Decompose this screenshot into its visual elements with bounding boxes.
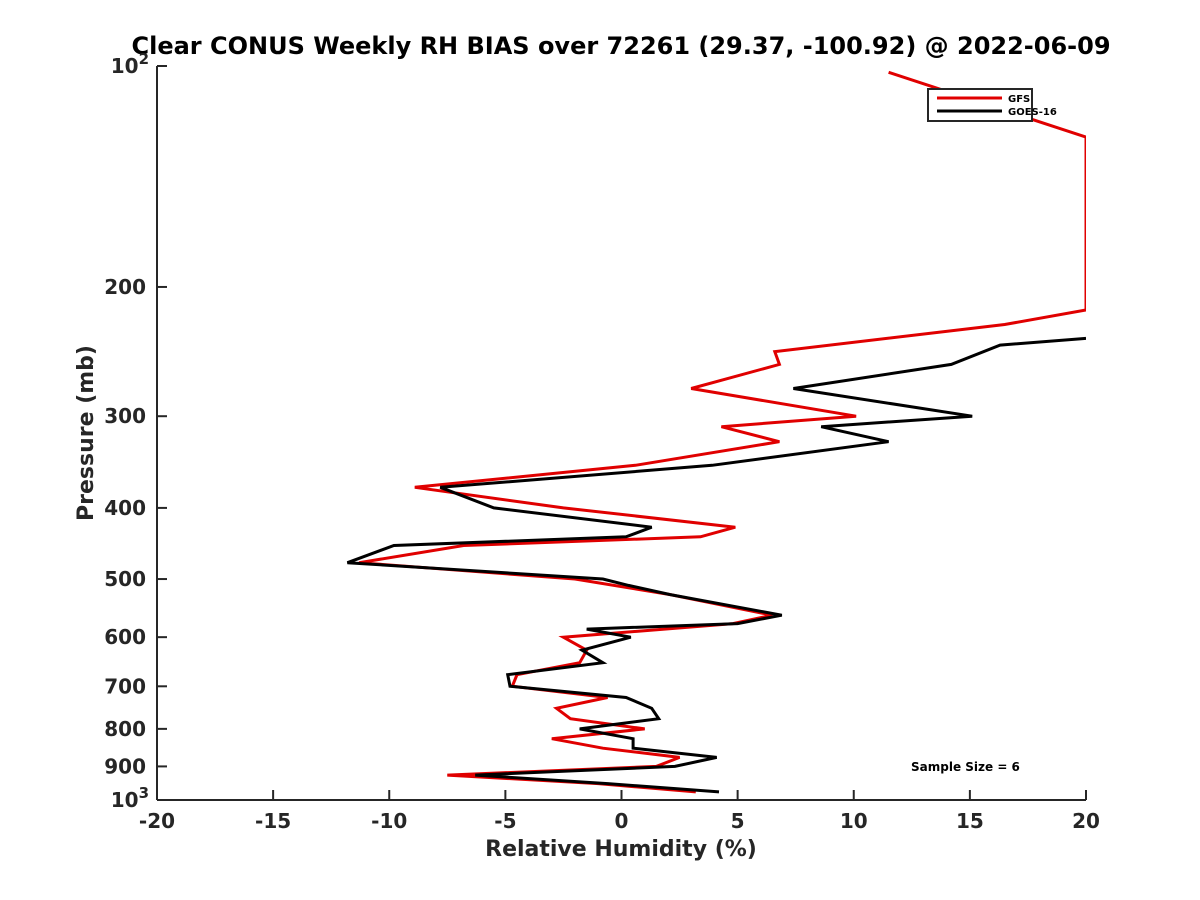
legend: GFS GOES-16	[927, 88, 1057, 122]
x-tick-label: 5	[731, 809, 745, 833]
x-axis-label: Relative Humidity (%)	[485, 837, 757, 862]
x-ticks: -20 -15 -10 -5 0 5 10 15 20	[139, 790, 1100, 833]
y-tick-label: 600	[104, 625, 146, 649]
legend-label: GFS	[1008, 94, 1030, 105]
plot-series	[346, 70, 1086, 794]
legend-box	[927, 88, 1033, 122]
y-tick-label: 800	[104, 717, 146, 741]
series-line-gfs	[358, 70, 1086, 794]
y-tick-label: 400	[104, 496, 146, 520]
x-tick-label: -20	[139, 809, 175, 833]
y-tick-label: 900	[104, 754, 146, 778]
x-tick-label: 20	[1072, 809, 1100, 833]
x-tick-label: -15	[255, 809, 291, 833]
x-tick-label: -10	[371, 809, 407, 833]
y-ticks: 102 200 300 400 500 600 700 800 900 103	[104, 50, 167, 812]
y-tick-label: 500	[104, 567, 146, 591]
x-tick-label: 15	[956, 809, 984, 833]
y-tick-label: 700	[104, 674, 146, 698]
chart-title: Clear CONUS Weekly RH BIAS over 72261 (2…	[131, 32, 1110, 60]
axes	[156, 66, 1086, 801]
series-line-goes-16	[346, 336, 1086, 794]
y-tick-label: 103	[111, 784, 149, 812]
x-tick-label: 0	[615, 809, 629, 833]
sample-size-annotation: Sample Size = 6	[911, 760, 1020, 774]
x-tick-label: -5	[494, 809, 516, 833]
y-tick-label: 102	[111, 50, 149, 78]
x-tick-label: 10	[840, 809, 868, 833]
y-axis-label: Pressure (mb)	[74, 345, 99, 521]
y-tick-label: 300	[104, 404, 146, 428]
y-tick-label: 200	[104, 275, 146, 299]
legend-label: GOES-16	[1008, 107, 1057, 118]
